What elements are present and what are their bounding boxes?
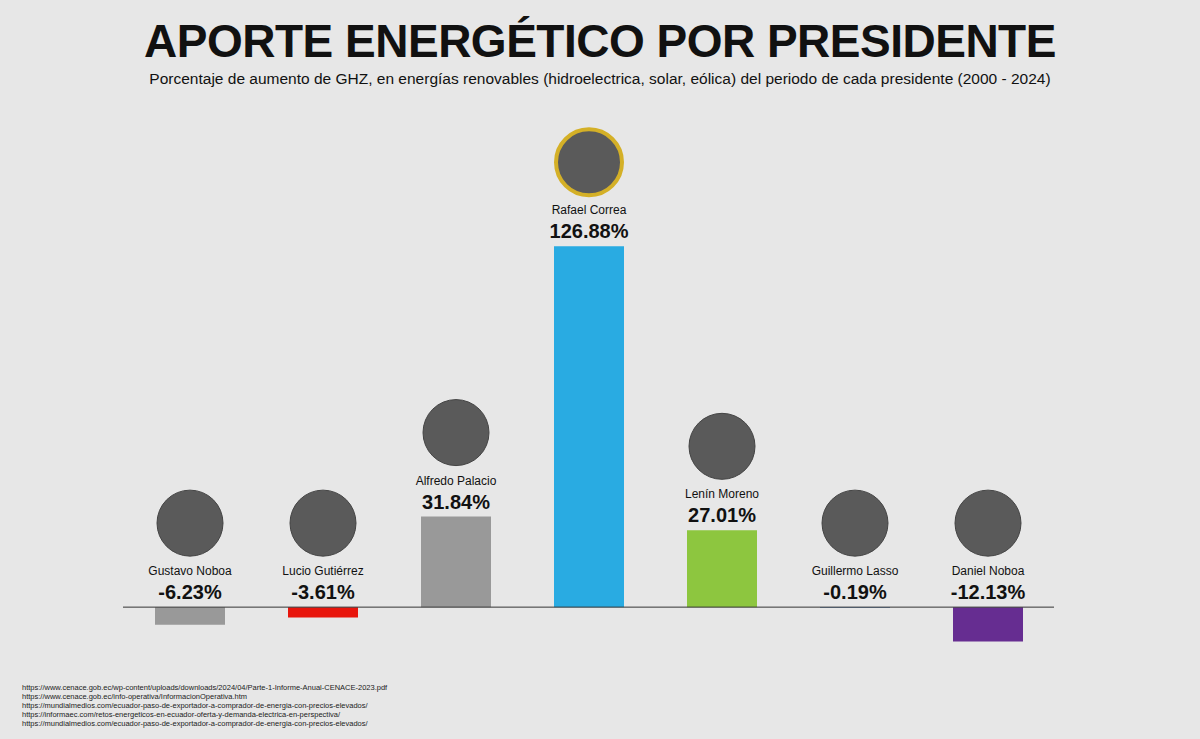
svg-text:-0.19%: -0.19% <box>823 581 887 603</box>
svg-text:-12.13%: -12.13% <box>951 581 1026 603</box>
html-text:Porcentaje de aumento de GHZ,: Porcentaje de aumento de GHZ, en energía… <box>149 70 1051 87</box>
svg-text:27.01%: 27.01% <box>688 504 756 526</box>
svg-text:126.88%: 126.88% <box>550 220 629 242</box>
html-text:https://www.cenace.gob.ec/info: https://www.cenace.gob.ec/info-operativa… <box>22 692 248 701</box>
svg-text:Daniel Noboa: Daniel Noboa <box>952 564 1025 578</box>
html-text:https://informaec.com/retos-en: https://informaec.com/retos-energeticos-… <box>22 710 341 719</box>
html-text:https://mundialmedios.com/ecua: https://mundialmedios.com/ecuador-paso-d… <box>22 719 368 728</box>
svg-text:-6.23%: -6.23% <box>158 581 222 603</box>
svg-text:Guillermo Lasso: Guillermo Lasso <box>812 564 899 578</box>
svg-text:Lucio Gutiérrez: Lucio Gutiérrez <box>282 564 363 578</box>
svg-text:Alfredo Palacio: Alfredo Palacio <box>416 474 497 488</box>
svg-text:-3.61%: -3.61% <box>291 581 355 603</box>
svg-text:31.84%: 31.84% <box>422 491 490 513</box>
html-text:https://www.cenace.gob.ec/wp-c: https://www.cenace.gob.ec/wp-content/upl… <box>22 683 388 692</box>
svg-text:Gustavo Noboa: Gustavo Noboa <box>148 564 232 578</box>
html-text:https://mundialmedios.com/ecua: https://mundialmedios.com/ecuador-paso-d… <box>22 701 368 710</box>
svg-text:Lenín Moreno: Lenín Moreno <box>685 487 759 501</box>
svg-text:Rafael Correa: Rafael Correa <box>552 203 627 217</box>
html-text:APORTE ENERGÉTICO POR PRESIDEN: APORTE ENERGÉTICO POR PRESIDENTE <box>144 15 1056 67</box>
